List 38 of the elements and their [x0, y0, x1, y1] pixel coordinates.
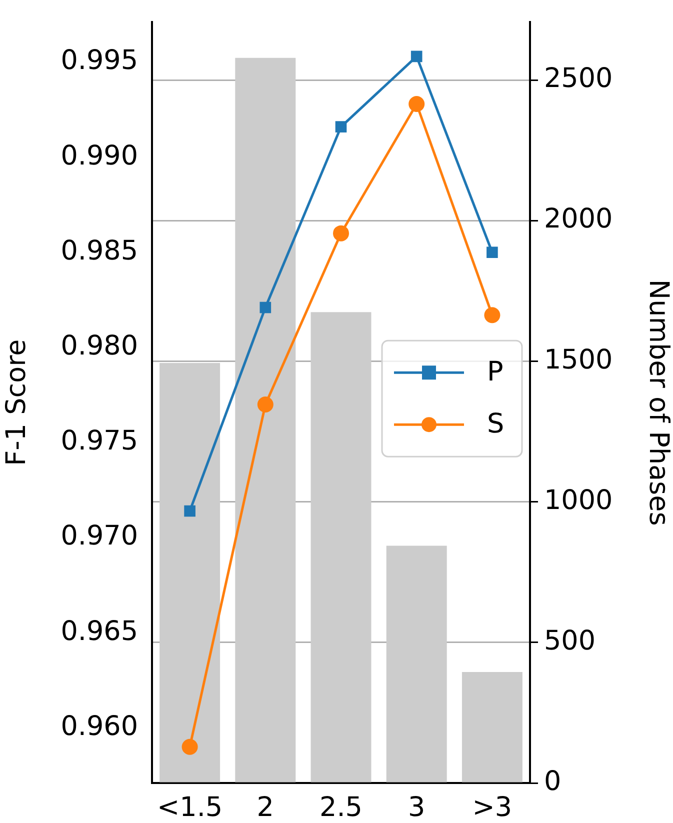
point	[410, 50, 422, 62]
point	[484, 307, 500, 324]
point	[260, 302, 272, 314]
y-tick-label: 0.985	[60, 235, 138, 266]
bar	[462, 672, 522, 782]
point	[333, 225, 349, 242]
y2-tick-label: 2000	[544, 204, 613, 235]
x-tick-label: 3	[408, 792, 426, 823]
legend-label: S	[487, 408, 504, 440]
y-tick-label: 0.970	[60, 520, 138, 552]
y2-tick-label: 2500	[544, 63, 613, 94]
y2-tick-label: 1500	[544, 344, 613, 376]
y2-tick-label: 0	[544, 766, 562, 798]
y-tick-label: 0.975	[60, 426, 138, 457]
bar	[310, 312, 372, 782]
y2-tick-label: 1000	[544, 484, 613, 516]
y-tick-label: 0.965	[60, 616, 138, 647]
y2-tick-label: 500	[544, 625, 596, 656]
x-tick-label: >3	[472, 792, 512, 823]
y-tick-label: 0.995	[60, 45, 138, 76]
x-tick-label: 2.5	[320, 792, 362, 823]
bar	[386, 546, 447, 782]
bar	[235, 58, 296, 782]
y-tick-label: 0.990	[60, 140, 138, 172]
point	[486, 246, 498, 258]
point	[182, 738, 198, 755]
bar	[160, 362, 220, 782]
x-tick-label: 2	[256, 792, 274, 823]
y-tick-label: 0.960	[60, 710, 138, 742]
point	[184, 505, 196, 517]
point	[257, 396, 274, 412]
x-tick-label: <1.5	[157, 792, 223, 823]
y-tick-label: 0.980	[60, 330, 138, 362]
point	[335, 121, 347, 132]
y-axis-title: F-1 Score	[1, 339, 32, 466]
point	[408, 96, 425, 112]
legend-label: P	[487, 356, 504, 388]
y2-axis-title: Number of Phases	[642, 279, 673, 526]
